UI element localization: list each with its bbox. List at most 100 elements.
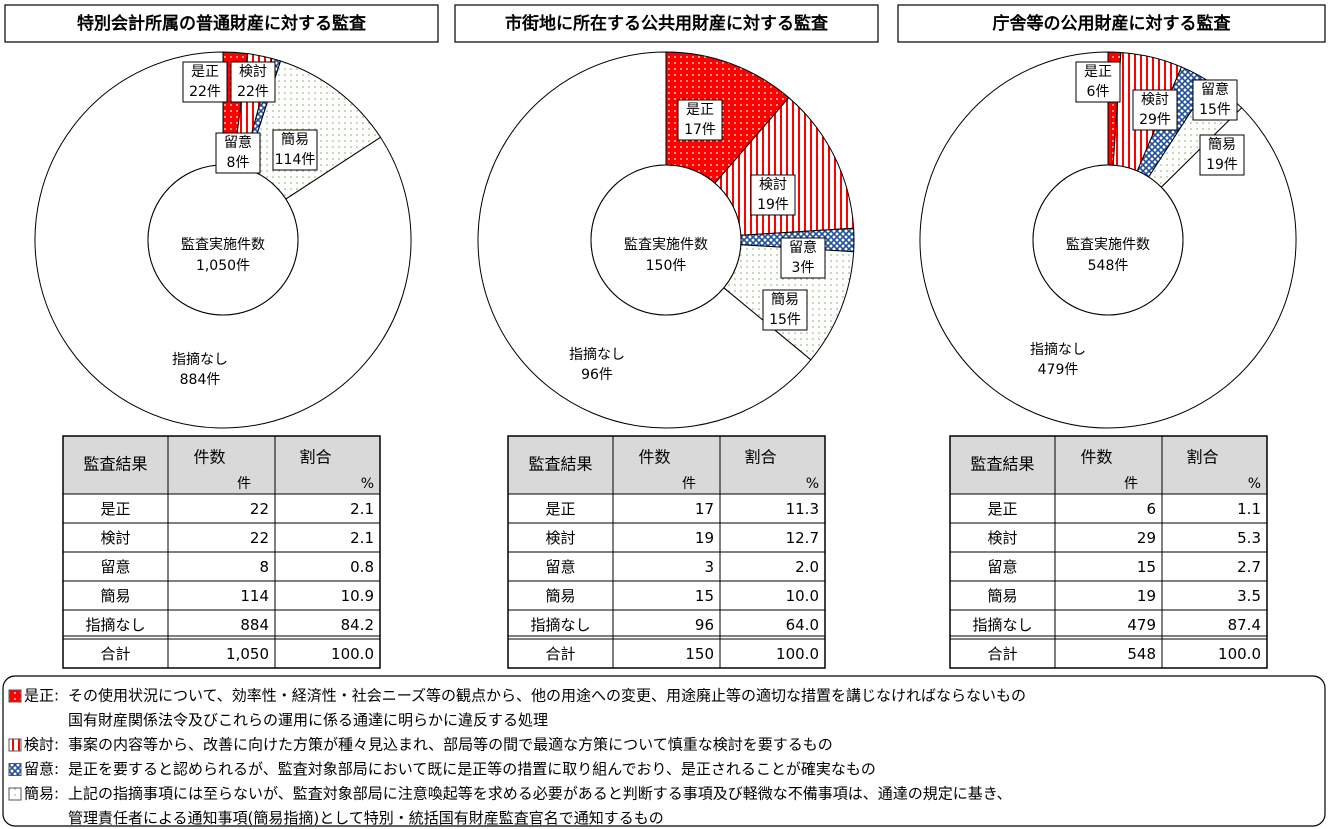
table-cell: 100.0 [776, 645, 819, 663]
table-cell: 114 [240, 587, 269, 605]
label-box [230, 61, 276, 103]
slice-category: 指摘なし [172, 351, 228, 368]
table-unit: 件 [682, 476, 696, 492]
center-label: 監査実施件数 [1066, 236, 1150, 253]
slice-category: 検討 [759, 177, 787, 193]
table-cell: 簡易 [545, 587, 575, 605]
table-unit: % [1248, 476, 1261, 492]
table-cell: 1,050 [226, 645, 269, 663]
table-cell: 150 [685, 645, 714, 663]
table-cell: 合計 [987, 645, 1017, 663]
table-header-bg [950, 436, 1267, 494]
table-cell: 884 [240, 616, 269, 634]
table-cell: 検討 [987, 529, 1017, 547]
table-cell: 0.8 [350, 558, 374, 576]
slice-category: 留意 [789, 239, 817, 256]
center-label: 監査実施件数 [181, 236, 265, 253]
center-label: 監査実施件数 [624, 236, 708, 253]
label-box [272, 129, 318, 171]
table-cell: 64.0 [786, 616, 819, 634]
table-cell: 2.1 [350, 500, 374, 518]
legend-term: 簡易: [24, 785, 59, 803]
table-cell: 1.1 [1237, 500, 1261, 518]
table-cell: 96 [695, 616, 714, 634]
label-box [677, 99, 723, 141]
table-cell: 15 [695, 587, 714, 605]
label-box [750, 174, 796, 216]
legend-box [2, 675, 1326, 827]
table-unit: % [361, 476, 374, 492]
table-cell: 100.0 [1218, 645, 1261, 663]
legend-desc: その使用状況について、効率性・経済性・社会ニーズ等の観点から、他の用途への変更、… [68, 687, 1026, 705]
table-cell: 検討 [545, 529, 575, 547]
label-box [182, 61, 228, 103]
slice-category: 指摘なし [1030, 341, 1086, 358]
legend-term: 是正: [24, 687, 59, 705]
table-cell: 合計 [545, 645, 575, 663]
title-box [454, 4, 879, 43]
slice-value-label: 22件 [189, 84, 221, 100]
table-cell: 留意 [100, 558, 130, 576]
slice-value-label: 22件 [237, 84, 269, 100]
table-header: 割合 [299, 448, 331, 467]
table-border [949, 435, 1268, 669]
label-box [1199, 134, 1245, 176]
table-cell: 指摘なし [530, 616, 590, 634]
total-label: 1,050件 [196, 258, 250, 274]
label-box [1192, 79, 1238, 121]
table-cell: 29 [1137, 529, 1156, 547]
legend-icon [8, 787, 22, 801]
slice-value-label: 17件 [684, 122, 716, 138]
total-label: 150件 [646, 258, 687, 274]
slice-category: 簡易 [771, 292, 799, 308]
table-header: 割合 [744, 448, 776, 467]
table-border [507, 435, 826, 669]
table-header: 件数 [638, 448, 670, 467]
slice-category: 是正 [686, 102, 714, 118]
table-cell: 15 [1137, 558, 1156, 576]
slice-category: 留意 [224, 134, 252, 151]
table-cell: 11.3 [786, 500, 819, 518]
label-box [762, 289, 808, 331]
slice-category: 検討 [1141, 92, 1169, 108]
table-cell: 是正 [545, 500, 575, 518]
legend-desc: 事案の内容等から、改善に向けた方策が種々見込まれ、部局等の間で最適な方策について… [68, 736, 833, 754]
chart-title: 庁舎等の公用財産に対する監査 [993, 13, 1232, 34]
table-unit: 件 [237, 476, 251, 492]
table-cell: 19 [1137, 587, 1156, 605]
table-cell: 6 [1146, 500, 1156, 518]
table-cell: 3.5 [1237, 587, 1261, 605]
legend-desc: 国有財産関係法令及びこれらの運用に係る通達に明らかに違反する処理 [68, 711, 548, 729]
title-box [897, 4, 1326, 43]
table-cell: 検討 [100, 529, 130, 547]
slice-category: 簡易 [1208, 137, 1236, 153]
center-circle [1032, 164, 1184, 316]
table-cell: 87.4 [1228, 616, 1261, 634]
table-cell: 10.9 [341, 587, 374, 605]
table-border [62, 435, 381, 669]
slice-category: 留意 [1201, 81, 1229, 98]
table-cell: 100.0 [331, 645, 374, 663]
table-cell: 5.3 [1237, 529, 1261, 547]
label-box [780, 237, 826, 279]
legend-icon [8, 689, 22, 703]
table-header: 件数 [1080, 448, 1112, 467]
slice-value-label: 479件 [1038, 362, 1079, 378]
slice-value-label: 15件 [769, 312, 801, 328]
table-cell: 479 [1127, 616, 1156, 634]
slice-value-label: 884件 [180, 372, 221, 388]
table-cell: 2.7 [1237, 558, 1261, 576]
chart-title: 市街地に所在する公共用財産に対する監査 [505, 13, 829, 34]
table-header: 監査結果 [83, 455, 147, 474]
legend-desc: 管理責任者による通知事項(簡易指摘)として特別・統括国有財産監査官名で通知するも… [68, 809, 664, 827]
table-header-bg [63, 436, 380, 494]
center-circle [590, 164, 742, 316]
table-cell: 指摘なし [972, 616, 1032, 634]
legend-term: 検討: [24, 736, 59, 754]
table-cell: 22 [250, 529, 269, 547]
slice-value-label: 96件 [581, 367, 613, 383]
title-box [4, 4, 439, 43]
table-cell: 19 [695, 529, 714, 547]
table-cell: 3 [704, 558, 714, 576]
